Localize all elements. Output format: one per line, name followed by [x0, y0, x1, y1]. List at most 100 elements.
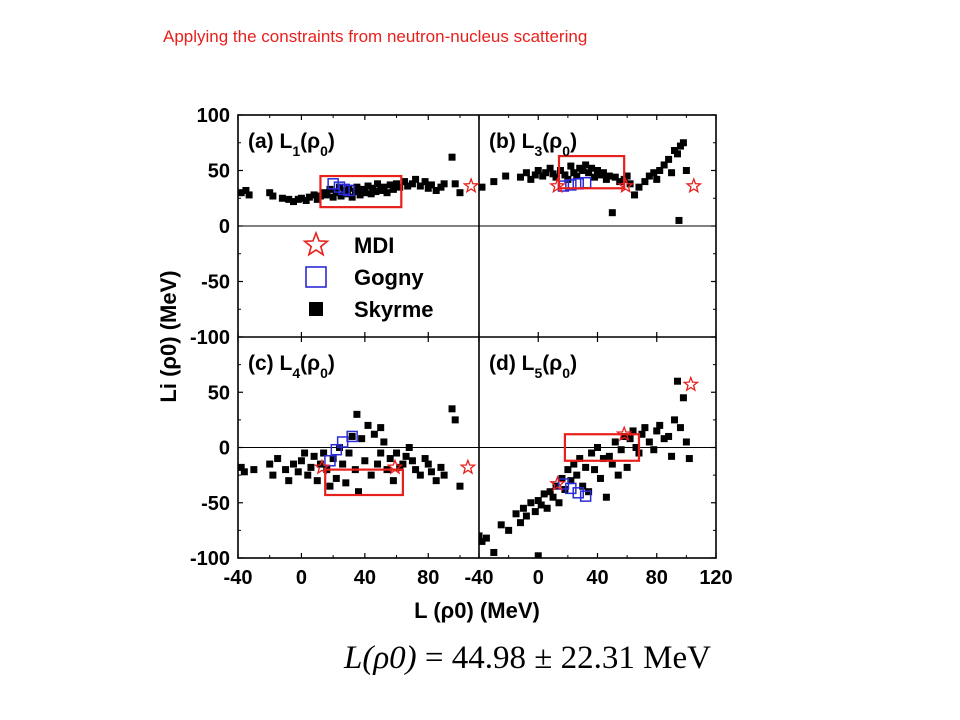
skyrme-point	[614, 471, 622, 479]
skyrme-point	[650, 446, 658, 454]
skyrme-point	[573, 471, 581, 479]
skyrme-point	[656, 421, 664, 429]
mdi-point	[548, 177, 567, 194]
skyrme-point	[404, 182, 412, 190]
skyrme-point	[570, 460, 578, 468]
skyrme-point	[537, 501, 545, 509]
skyrme-point	[631, 191, 639, 199]
skyrme-point	[516, 173, 524, 181]
skyrme-point	[623, 463, 631, 471]
skyrme-point	[665, 155, 673, 163]
x-tick-label: 0	[296, 567, 307, 589]
skyrme-point	[673, 150, 681, 158]
skyrme-point	[611, 173, 619, 181]
panel-label-c: (c) L4(ρ0)	[248, 352, 335, 381]
x-axis-title: L (ρ0) (MeV)	[414, 598, 540, 623]
skyrme-point	[451, 416, 459, 424]
skyrme-point	[620, 432, 628, 440]
skyrme-point	[456, 482, 464, 490]
skyrme-point	[348, 193, 356, 201]
y-tick-label: -50	[201, 493, 230, 515]
x-tick-label: 120	[699, 567, 732, 589]
panel-label-a: (a) L1(ρ0)	[248, 130, 335, 159]
panel-c	[238, 405, 477, 497]
skyrme-point	[313, 477, 321, 485]
skyrme-point	[386, 455, 394, 463]
skyrme-point	[416, 182, 424, 190]
skyrme-point	[502, 172, 510, 180]
skyrme-point	[542, 169, 550, 177]
skyrme-point	[679, 394, 687, 402]
skyrme-point	[399, 460, 407, 468]
skyrme-point	[238, 189, 245, 197]
skyrme-point	[660, 161, 668, 169]
skyrme-point	[238, 463, 245, 471]
skyrme-point	[682, 167, 690, 174]
skyrme-point	[591, 173, 599, 181]
skyrme-point	[400, 178, 408, 186]
skyrme-point	[527, 175, 535, 183]
legend-marker-gogny	[305, 266, 327, 288]
skyrme-point	[432, 186, 440, 194]
skyrme-point	[588, 164, 596, 172]
mdi-point	[682, 375, 700, 392]
skyrme-point	[242, 186, 250, 194]
skyrme-point	[555, 499, 563, 507]
skyrme-point	[358, 435, 366, 443]
skyrme-point	[240, 468, 248, 476]
skyrme-point	[632, 444, 640, 451]
legend-label-gogny: Gogny	[354, 265, 424, 290]
skyrme-point	[421, 178, 429, 186]
result-error: 22.31	[560, 640, 635, 676]
skyrme-point	[305, 193, 313, 201]
skyrme-point	[549, 493, 557, 501]
skyrme-point	[629, 427, 637, 435]
skyrme-point	[412, 466, 420, 474]
skyrme-point	[274, 455, 282, 463]
skyrme-point	[367, 190, 375, 198]
skyrme-point	[552, 482, 560, 490]
skyrme-point	[668, 169, 676, 177]
skyrme-point	[540, 490, 548, 498]
skyrme-point	[591, 466, 599, 474]
result-pm: ±	[534, 640, 553, 676]
constraint-box	[324, 468, 404, 497]
skyrme-point	[377, 424, 385, 432]
skyrme-point	[301, 449, 309, 457]
skyrme-point	[675, 216, 683, 224]
gogny-point	[346, 430, 358, 443]
skyrme-point	[304, 471, 312, 479]
skyrme-point	[337, 192, 345, 200]
skyrme-point	[588, 449, 596, 457]
skyrme-point	[356, 191, 364, 199]
legend-label-mdi: MDI	[354, 233, 394, 258]
skyrme-point	[289, 460, 297, 468]
skyrme-point	[367, 471, 375, 479]
x-tick-label: 0	[533, 567, 544, 589]
panel-b	[479, 139, 703, 224]
skyrme-point	[605, 452, 613, 460]
skyrme-point	[448, 153, 456, 161]
y-tick-label: -100	[190, 327, 230, 349]
skyrme-point	[668, 452, 676, 460]
panel-label-d: (d) L5(ρ0)	[489, 352, 577, 381]
x-tick-label: -40	[224, 567, 253, 589]
skyrme-point	[332, 474, 340, 482]
skyrme-point	[310, 452, 318, 460]
skyrme-point	[320, 449, 328, 457]
skyrme-point	[479, 183, 486, 191]
skyrme-point	[408, 457, 416, 465]
y-axis-title: Li (ρ0) (MeV)	[156, 270, 181, 402]
constraint-box	[563, 433, 641, 462]
skyrme-point	[380, 438, 388, 446]
gogny-point	[579, 490, 592, 502]
skyrme-point	[351, 188, 359, 196]
slide-title: Applying the constraints from neutron-nu…	[163, 27, 588, 46]
skyrme-point	[339, 460, 347, 468]
skyrme-point	[576, 455, 584, 463]
skyrme-point	[389, 477, 397, 485]
skyrme-point	[650, 169, 658, 177]
skyrme-point	[490, 178, 498, 186]
skyrme-point	[608, 460, 616, 468]
